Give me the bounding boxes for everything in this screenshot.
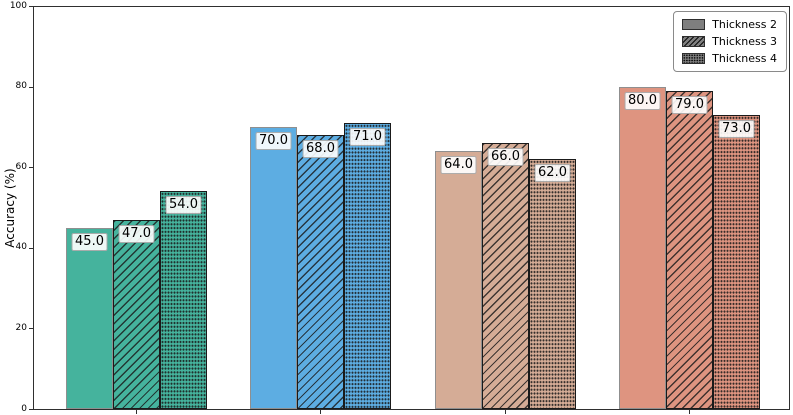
y-axis-label: Accuracy (%) <box>3 168 17 248</box>
y-tick-mark <box>29 247 33 249</box>
legend-item-thickness-3: Thickness 3 <box>682 35 777 48</box>
y-tick-label: 20 <box>15 322 27 333</box>
legend-label: Thickness 4 <box>712 52 777 65</box>
bar-group4-series3: 73.0 <box>713 115 760 409</box>
y-tick-mark <box>29 6 33 7</box>
bar-value-label: 47.0 <box>118 225 155 244</box>
x-tick-mark <box>135 410 137 414</box>
bar-value-label: 66.0 <box>487 148 524 167</box>
legend-swatch-solid-icon <box>682 19 706 30</box>
legend-swatch-dot-hatch-icon <box>682 53 706 64</box>
x-tick-mark <box>319 410 321 414</box>
y-tick-label: 80 <box>15 81 27 92</box>
x-tick-mark <box>688 410 690 414</box>
bar-group4-series1: 80.0 <box>619 87 666 409</box>
bar-value-label: 45.0 <box>71 233 108 252</box>
bar-group2-series3: 71.0 <box>344 123 391 409</box>
y-tick-label: 60 <box>15 161 27 172</box>
legend: Thickness 2 Thickness 3 Thickness 4 <box>673 11 787 72</box>
legend-item-thickness-4: Thickness 4 <box>682 52 777 65</box>
bar-group1-series3: 54.0 <box>160 191 207 409</box>
bar-value-label: 80.0 <box>624 92 661 111</box>
bar-value-label: 71.0 <box>349 128 386 147</box>
bar-group2-series2: 68.0 <box>297 135 344 409</box>
y-tick-mark <box>29 409 33 410</box>
legend-label: Thickness 2 <box>712 18 777 31</box>
y-tick-mark <box>29 86 33 88</box>
y-tick-label: 0 <box>21 403 27 414</box>
legend-item-thickness-2: Thickness 2 <box>682 18 777 31</box>
bar-value-label: 79.0 <box>671 96 708 115</box>
bar-group3-series1: 64.0 <box>435 151 482 409</box>
bar-value-label: 64.0 <box>440 156 477 175</box>
bar-group3-series3: 62.0 <box>529 159 576 409</box>
bar-group1-series2: 47.0 <box>113 220 160 409</box>
bar-value-label: 73.0 <box>718 120 755 139</box>
x-tick-mark <box>504 410 506 414</box>
bar-value-label: 68.0 <box>302 140 339 159</box>
legend-swatch-diagonal-hatch-icon <box>682 36 706 47</box>
bar-group3-series2: 66.0 <box>482 143 529 409</box>
bar-value-label: 70.0 <box>255 132 292 151</box>
bar-value-label: 54.0 <box>165 196 202 215</box>
plot-area: Thickness 2 Thickness 3 Thickness 4 45.0… <box>33 6 790 410</box>
y-tick-mark <box>29 328 33 330</box>
legend-label: Thickness 3 <box>712 35 777 48</box>
bar-group4-series2: 79.0 <box>666 91 713 409</box>
y-tick-mark <box>29 167 33 169</box>
bar-group2-series1: 70.0 <box>250 127 297 409</box>
bar-group1-series1: 45.0 <box>66 228 113 409</box>
bar-value-label: 62.0 <box>534 164 571 183</box>
y-tick-label: 100 <box>9 0 27 11</box>
y-tick-label: 40 <box>15 242 27 253</box>
